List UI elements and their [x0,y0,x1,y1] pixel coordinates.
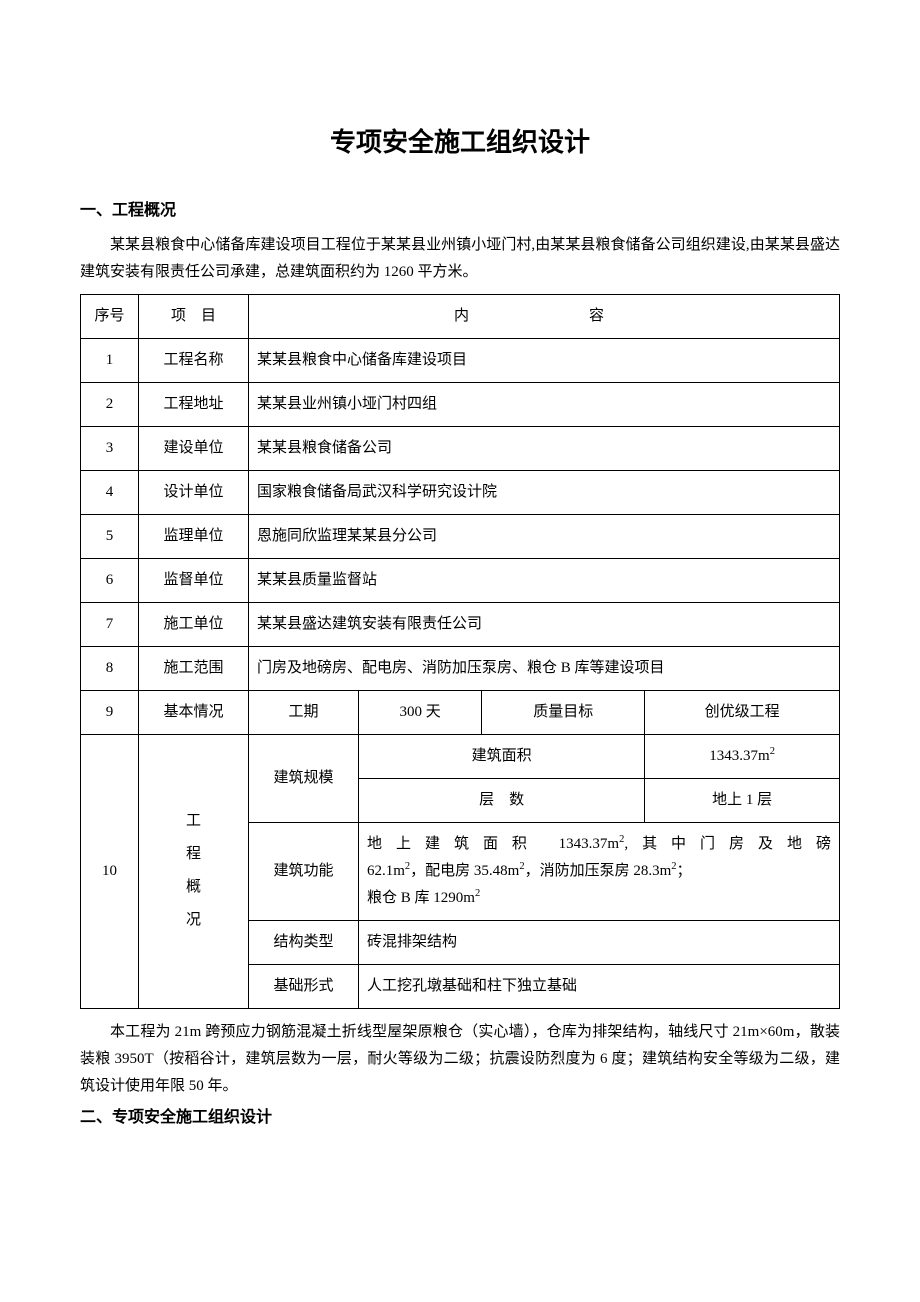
cell-scale-label: 建筑规模 [249,734,359,822]
cell-item: 设计单位 [139,470,249,514]
cell-duration-label: 工期 [249,690,359,734]
table-row-9: 9 基本情况 工期 300 天 质量目标 创优级工程 [81,690,840,734]
cell-foundation-value: 人工挖孔墩基础和柱下独立基础 [359,964,840,1008]
cell-quality-label: 质量目标 [482,690,645,734]
cell-seq: 6 [81,558,139,602]
cell-item: 施工单位 [139,602,249,646]
cell-function-label: 建筑功能 [249,822,359,920]
vert-char: 况 [186,912,201,928]
table-row: 7 施工单位 某某县盛达建筑安装有限责任公司 [81,602,840,646]
cell-content: 某某县粮食中心储备库建设项目 [249,338,840,382]
table-row: 8 施工范围 门房及地磅房、配电房、消防加压泵房、粮仓 B 库等建设项目 [81,646,840,690]
cell-content: 某某县盛达建筑安装有限责任公司 [249,602,840,646]
section1-heading: 一、工程概况 [80,197,840,226]
project-info-table: 序号 项 目 内 容 1 工程名称 某某县粮食中心储备库建设项目 2 工程地址 … [80,294,840,1009]
vert-char: 工 [186,813,201,829]
table-row: 1 工程名称 某某县粮食中心储备库建设项目 [81,338,840,382]
cell-quality-value: 创优级工程 [645,690,840,734]
cell-item: 建设单位 [139,426,249,470]
vert-char: 概 [186,879,201,895]
table-row: 5 监理单位 恩施同欣监理某某县分公司 [81,514,840,558]
cell-item-overview: 工 程 概 况 [139,734,249,1008]
cell-seq: 8 [81,646,139,690]
cell-content: 某某县粮食储备公司 [249,426,840,470]
cell-item: 监理单位 [139,514,249,558]
cell-seq: 1 [81,338,139,382]
cell-content: 某某县业州镇小垭门村四组 [249,382,840,426]
cell-seq: 3 [81,426,139,470]
table-row: 6 监督单位 某某县质量监督站 [81,558,840,602]
cell-item: 工程地址 [139,382,249,426]
cell-floors-value: 地上 1 层 [645,778,840,822]
cell-item: 监督单位 [139,558,249,602]
cell-area-label: 建筑面积 [359,734,645,778]
cell-item: 基本情况 [139,690,249,734]
cell-content: 某某县质量监督站 [249,558,840,602]
post-table-para: 本工程为 21m 跨预应力钢筋混凝土折线型屋架原粮仓（实心墙），仓库为排架结构，… [80,1019,840,1100]
table-row-10a: 10 工 程 概 况 建筑规模 建筑面积 1343.37m2 [81,734,840,778]
cell-item: 工程名称 [139,338,249,382]
cell-content: 国家粮食储备局武汉科学研究设计院 [249,470,840,514]
cell-seq: 4 [81,470,139,514]
table-header-row: 序号 项 目 内 容 [81,294,840,338]
cell-seq: 2 [81,382,139,426]
cell-struct-label: 结构类型 [249,920,359,964]
cell-content: 恩施同欣监理某某县分公司 [249,514,840,558]
table-row: 3 建设单位 某某县粮食储备公司 [81,426,840,470]
vert-char: 程 [186,846,201,862]
cell-duration-value: 300 天 [359,690,482,734]
cell-seq: 10 [81,734,139,1008]
section2-heading: 二、专项安全施工组织设计 [80,1104,840,1133]
cell-floors-label: 层 数 [359,778,645,822]
table-row: 2 工程地址 某某县业州镇小垭门村四组 [81,382,840,426]
cell-content: 门房及地磅房、配电房、消防加压泵房、粮仓 B 库等建设项目 [249,646,840,690]
cell-function-value: 地上建筑面积 1343.37m2,其中门房及地磅 62.1m2，配电房 35.4… [359,822,840,920]
cell-struct-value: 砖混排架结构 [359,920,840,964]
cell-area-value: 1343.37m2 [645,734,840,778]
cell-foundation-label: 基础形式 [249,964,359,1008]
cell-seq: 9 [81,690,139,734]
section1-intro: 某某县粮食中心储备库建设项目工程位于某某县业州镇小垭门村,由某某县粮食储备公司组… [80,232,840,286]
col-seq: 序号 [81,294,139,338]
col-content: 内 容 [249,294,840,338]
cell-seq: 5 [81,514,139,558]
cell-item: 施工范围 [139,646,249,690]
doc-title: 专项安全施工组织设计 [80,120,840,167]
table-row: 4 设计单位 国家粮食储备局武汉科学研究设计院 [81,470,840,514]
col-item: 项 目 [139,294,249,338]
cell-seq: 7 [81,602,139,646]
